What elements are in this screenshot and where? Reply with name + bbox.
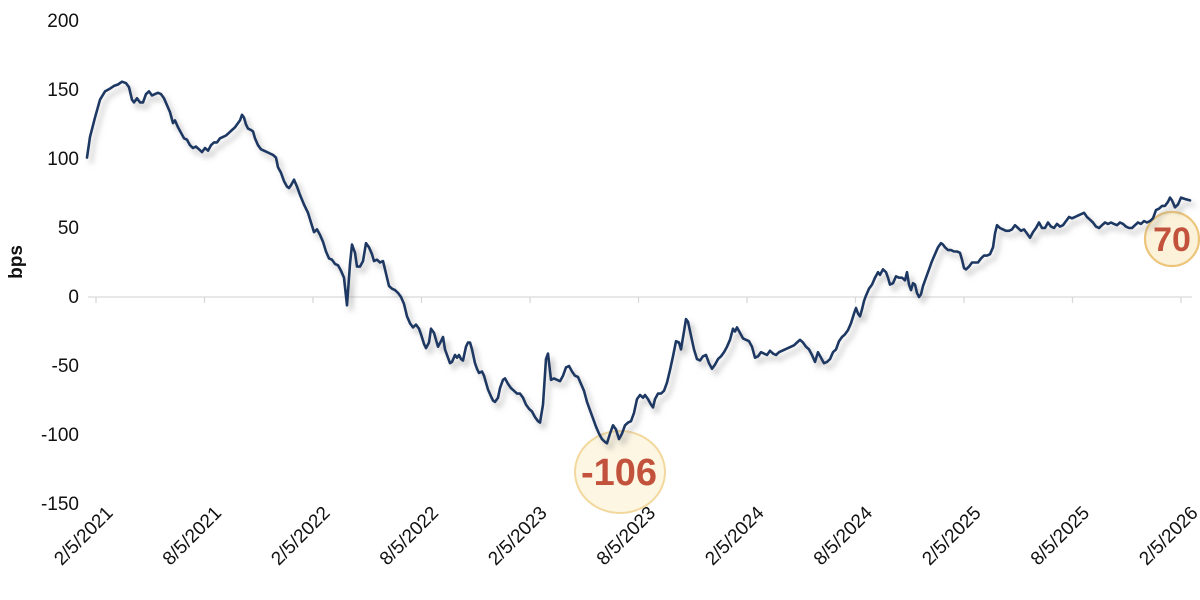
y-tick-label: 100 bbox=[47, 149, 79, 170]
y-tick-label: -150 bbox=[41, 494, 79, 515]
x-tick-label: 8/5/2022 bbox=[376, 503, 443, 570]
series-line bbox=[85, 80, 1192, 445]
x-tick-label: 8/5/2024 bbox=[810, 502, 877, 569]
y-tick-label: 200 bbox=[47, 11, 79, 32]
x-tick-label: 8/5/2021 bbox=[159, 503, 226, 570]
y-tick-label: -50 bbox=[52, 356, 79, 377]
annotation-last-label: 70 bbox=[1153, 221, 1191, 259]
y-tick-label: 0 bbox=[68, 287, 79, 308]
y-tick-label: 150 bbox=[47, 80, 79, 101]
x-tick-label: 2/5/2025 bbox=[918, 503, 985, 570]
annotation-circle-min bbox=[574, 430, 666, 514]
x-tick-label: 2/5/2023 bbox=[484, 503, 551, 570]
x-tick-label: 8/5/2025 bbox=[1027, 503, 1094, 570]
x-tick-label: 2/5/2024 bbox=[701, 502, 768, 569]
annotation-circle-last bbox=[1143, 210, 1200, 268]
y-tick-label: -100 bbox=[41, 425, 79, 446]
annotation-min-label: -106 bbox=[581, 452, 657, 494]
x-tick-label: 2/5/2022 bbox=[267, 503, 334, 570]
y-tick-label: 50 bbox=[58, 218, 79, 239]
x-tick-label: 2/5/2026 bbox=[1135, 503, 1200, 570]
y-axis-title: bps bbox=[6, 245, 27, 279]
